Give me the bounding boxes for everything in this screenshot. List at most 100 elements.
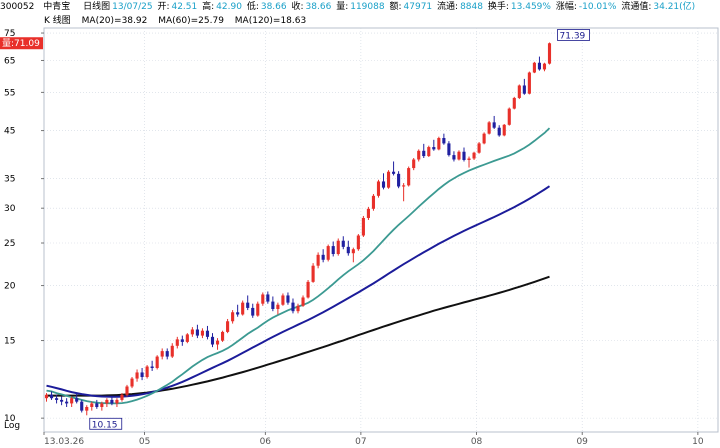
candle-body [44, 394, 49, 399]
candle-body [246, 302, 250, 308]
candle-body [291, 302, 295, 312]
candle-body [447, 143, 451, 156]
current-price-badge [0, 37, 43, 50]
candle-body [281, 295, 285, 305]
x-tick-label: 06 [260, 437, 272, 447]
candle-body [80, 401, 84, 411]
candle-body [477, 143, 481, 153]
candle-body [351, 249, 355, 254]
candle-body [336, 240, 340, 255]
x-tick-label: 10 [692, 437, 704, 447]
amount-label: 额: [389, 2, 402, 12]
candle-body [150, 366, 154, 368]
y-tick-label: 25 [4, 239, 15, 249]
candle-body [532, 62, 536, 73]
candle-body [407, 168, 411, 186]
open-value: 42.51 [171, 2, 198, 12]
candle-body [256, 303, 260, 316]
candle-body [261, 294, 265, 304]
candle-body [251, 307, 255, 316]
candle-body [326, 246, 330, 260]
period-label: 日线图 [83, 2, 111, 12]
candle-body [432, 147, 436, 150]
candle-body [371, 195, 376, 209]
candle-body [306, 281, 310, 298]
candle-body [241, 302, 245, 315]
candle-body [537, 62, 541, 70]
candle-body [517, 85, 521, 98]
chart-name-label: K 线图 [44, 16, 71, 26]
candle-body [195, 329, 199, 336]
candle-body [437, 138, 441, 150]
x-tick-label: 13.03.26 [44, 437, 84, 447]
candle-body [100, 403, 104, 407]
candle-body [160, 351, 164, 357]
candle-body [221, 331, 225, 341]
candle-body [110, 399, 114, 404]
candle-body [487, 122, 491, 134]
candle-body [467, 158, 471, 160]
y-tick-label: 75 [4, 29, 15, 39]
candle-body [402, 185, 406, 187]
candle-body [452, 155, 456, 160]
candle-body [361, 217, 365, 236]
open-label: 开: [157, 2, 170, 12]
ma120-legend: MA(120)=18.63 [234, 16, 307, 26]
candle-body [392, 171, 396, 174]
candle-body [502, 124, 506, 136]
candle-body [366, 208, 370, 218]
turnover-value: 13.459% [510, 2, 551, 12]
indicator-legend: K 线图 MA(20)=38.92 MA(60)=25.79 MA(120)=1… [44, 14, 314, 28]
candle-body [417, 150, 421, 160]
candle-body [381, 181, 386, 188]
candle-body [316, 254, 320, 266]
ma120-line [46, 275, 550, 397]
candle-body [497, 127, 501, 136]
candle-body [427, 147, 431, 157]
candle-body [296, 305, 300, 312]
low-value: 38.66 [260, 2, 287, 12]
candle-body [85, 406, 89, 411]
price-annotation-box [557, 29, 590, 41]
stock-code: 300052 [0, 2, 35, 12]
float-value-label: 流通值: [621, 2, 652, 12]
candle-body [346, 246, 350, 254]
candle-body [522, 85, 526, 94]
candle-body [527, 72, 531, 94]
ma60-legend: MA(60)=25.79 [158, 16, 224, 26]
candle-body [472, 152, 476, 159]
low-label: 低: [246, 2, 259, 12]
candle-body [226, 321, 230, 332]
candle-body [205, 330, 210, 337]
price-annotation: 10.15 [92, 420, 118, 430]
candle-body [397, 173, 401, 187]
ma20-line [46, 127, 551, 405]
candle-body [200, 330, 204, 336]
amount-value: 47971 [403, 2, 433, 12]
x-tick-label: 08 [471, 437, 483, 447]
candle-body [49, 394, 54, 399]
y-tick-label: 55 [4, 88, 15, 98]
y-tick-label: 35 [4, 175, 15, 185]
candle-body [155, 356, 159, 368]
candle-body [145, 366, 149, 378]
candle-body [271, 301, 275, 310]
candle-body [115, 399, 119, 404]
ma60-line [46, 185, 551, 398]
y-tick-label: 20 [4, 282, 16, 292]
candle-body [210, 336, 215, 345]
close-value: 38.66 [305, 2, 332, 12]
candle-body [165, 351, 169, 357]
candle-body [70, 398, 74, 404]
candle-body [276, 304, 280, 310]
volume-label: 量: [336, 2, 349, 12]
candle-body [412, 159, 416, 169]
quote-header: 300052 中青宝 日线图 13/07/25 开: 42.51 高: 42.90 低… [0, 0, 720, 14]
float-label: 流通: [437, 2, 459, 12]
float-market-value: 34.21(亿) [653, 2, 696, 12]
high-value: 42.90 [216, 2, 242, 12]
candle-body [215, 340, 220, 345]
candle-body [175, 339, 179, 346]
x-tick-label: 05 [139, 437, 150, 447]
change-label: 涨幅: [555, 2, 577, 12]
